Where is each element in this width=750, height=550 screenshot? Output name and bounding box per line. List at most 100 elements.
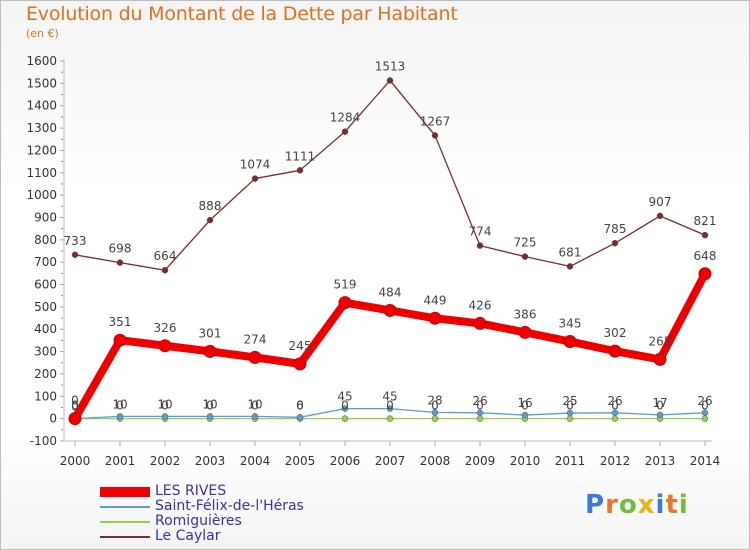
- data-label: 26: [472, 394, 487, 408]
- data-label: 821: [694, 214, 717, 228]
- data-label: 664: [154, 249, 177, 263]
- data-label: 0: [701, 399, 709, 413]
- data-point: [341, 405, 349, 412]
- data-label: 0: [71, 394, 79, 408]
- data-point: [611, 415, 619, 422]
- data-label: 484: [379, 285, 402, 299]
- data-label: 45: [382, 390, 397, 404]
- data-point: [161, 413, 169, 420]
- x-tick-label: 2001: [105, 454, 136, 468]
- data-point: [611, 239, 619, 247]
- data-label: 725: [514, 236, 537, 250]
- proxiti-logo: Proxiti: [585, 490, 689, 520]
- data-point: [203, 344, 217, 358]
- y-tick-label: 1400: [26, 99, 57, 113]
- x-tick-label: 2002: [150, 454, 181, 468]
- y-tick-label: 1100: [26, 166, 57, 180]
- data-label: 1074: [240, 158, 271, 172]
- y-tick-label: 1200: [26, 143, 57, 157]
- data-point: [161, 266, 169, 274]
- data-label: 28: [427, 393, 442, 407]
- data-point: [476, 242, 484, 249]
- data-point: [656, 212, 664, 220]
- y-tick-label: 100: [34, 389, 57, 403]
- legend-label-romiguieres: Romiguières: [155, 513, 242, 529]
- data-label: 302: [604, 326, 627, 340]
- data-label: 0: [341, 399, 349, 413]
- logo-letter: t: [665, 490, 679, 520]
- data-point: [431, 409, 439, 416]
- data-label: 0: [206, 399, 214, 413]
- data-label: 1267: [420, 114, 451, 128]
- legend-label-saint-felix: Saint-Félix-de-l'Héras: [155, 498, 304, 514]
- data-point: [251, 175, 259, 182]
- y-tick-label: 900: [34, 210, 57, 224]
- y-tick-label: 1500: [26, 76, 57, 90]
- data-point: [428, 311, 442, 325]
- data-label: 0: [656, 399, 664, 413]
- y-tick-label: 700: [34, 255, 57, 269]
- data-label: 351: [109, 315, 132, 329]
- data-label: 0: [566, 399, 574, 413]
- data-label: 301: [199, 326, 222, 340]
- data-point: [206, 413, 214, 420]
- data-label: 1513: [375, 59, 406, 73]
- data-point: [383, 303, 397, 317]
- logo-letter: o: [618, 490, 638, 520]
- data-label: 10: [112, 397, 127, 411]
- data-point: [608, 344, 622, 358]
- data-label: 0: [251, 399, 259, 413]
- data-label: 0: [161, 399, 169, 413]
- logo-letter: x: [637, 490, 656, 520]
- data-point: [431, 132, 439, 139]
- data-label: 326: [154, 321, 177, 335]
- data-point: [656, 411, 664, 419]
- data-label: 426: [469, 298, 492, 312]
- logo-letter: r: [605, 490, 619, 520]
- data-label: 10: [157, 397, 172, 411]
- x-tick-label: 2007: [375, 454, 406, 468]
- legend-swatch-le-caylar: [100, 536, 150, 538]
- chart-title: Evolution du Montant de la Dette par Hab…: [26, 3, 458, 25]
- data-point: [386, 415, 394, 422]
- data-point: [113, 333, 127, 347]
- data-point: [476, 415, 484, 422]
- data-label: 698: [109, 242, 132, 256]
- data-label: 0: [296, 399, 304, 413]
- data-point: [521, 253, 529, 260]
- data-label: 16: [517, 396, 532, 410]
- data-point: [206, 216, 214, 224]
- data-label: 0: [431, 399, 439, 413]
- data-point: [386, 77, 394, 84]
- data-label: 681: [559, 245, 582, 259]
- y-tick-label: 1600: [26, 54, 57, 68]
- y-tick-label: 500: [34, 300, 57, 314]
- data-label: 0: [476, 399, 484, 413]
- data-label: 45: [337, 390, 352, 404]
- data-point: [563, 335, 577, 349]
- y-tick-label: 800: [34, 233, 57, 247]
- legend-swatch-romiguieres: [100, 521, 150, 523]
- data-label: 1111: [285, 149, 316, 163]
- legend-label-les-rives: LES RIVES: [155, 483, 227, 499]
- data-label: 17: [652, 396, 667, 410]
- y-tick-label: 400: [34, 322, 57, 336]
- data-point: [341, 415, 349, 422]
- data-point: [158, 339, 172, 353]
- data-point: [248, 350, 262, 364]
- y-tick-label: 1000: [26, 188, 57, 202]
- data-point: [701, 409, 709, 417]
- data-label: 386: [514, 307, 537, 321]
- data-point: [566, 409, 574, 417]
- legend-label-le-caylar: Le Caylar: [155, 528, 221, 544]
- data-label: 0: [116, 399, 124, 413]
- x-tick-label: 2004: [240, 454, 271, 468]
- data-label: 10: [247, 397, 262, 411]
- logo-letter: i: [678, 490, 689, 520]
- legend-swatch-les-rives: [100, 487, 150, 497]
- data-point: [251, 413, 259, 420]
- data-point: [566, 415, 574, 422]
- x-tick-label: 2003: [195, 454, 226, 468]
